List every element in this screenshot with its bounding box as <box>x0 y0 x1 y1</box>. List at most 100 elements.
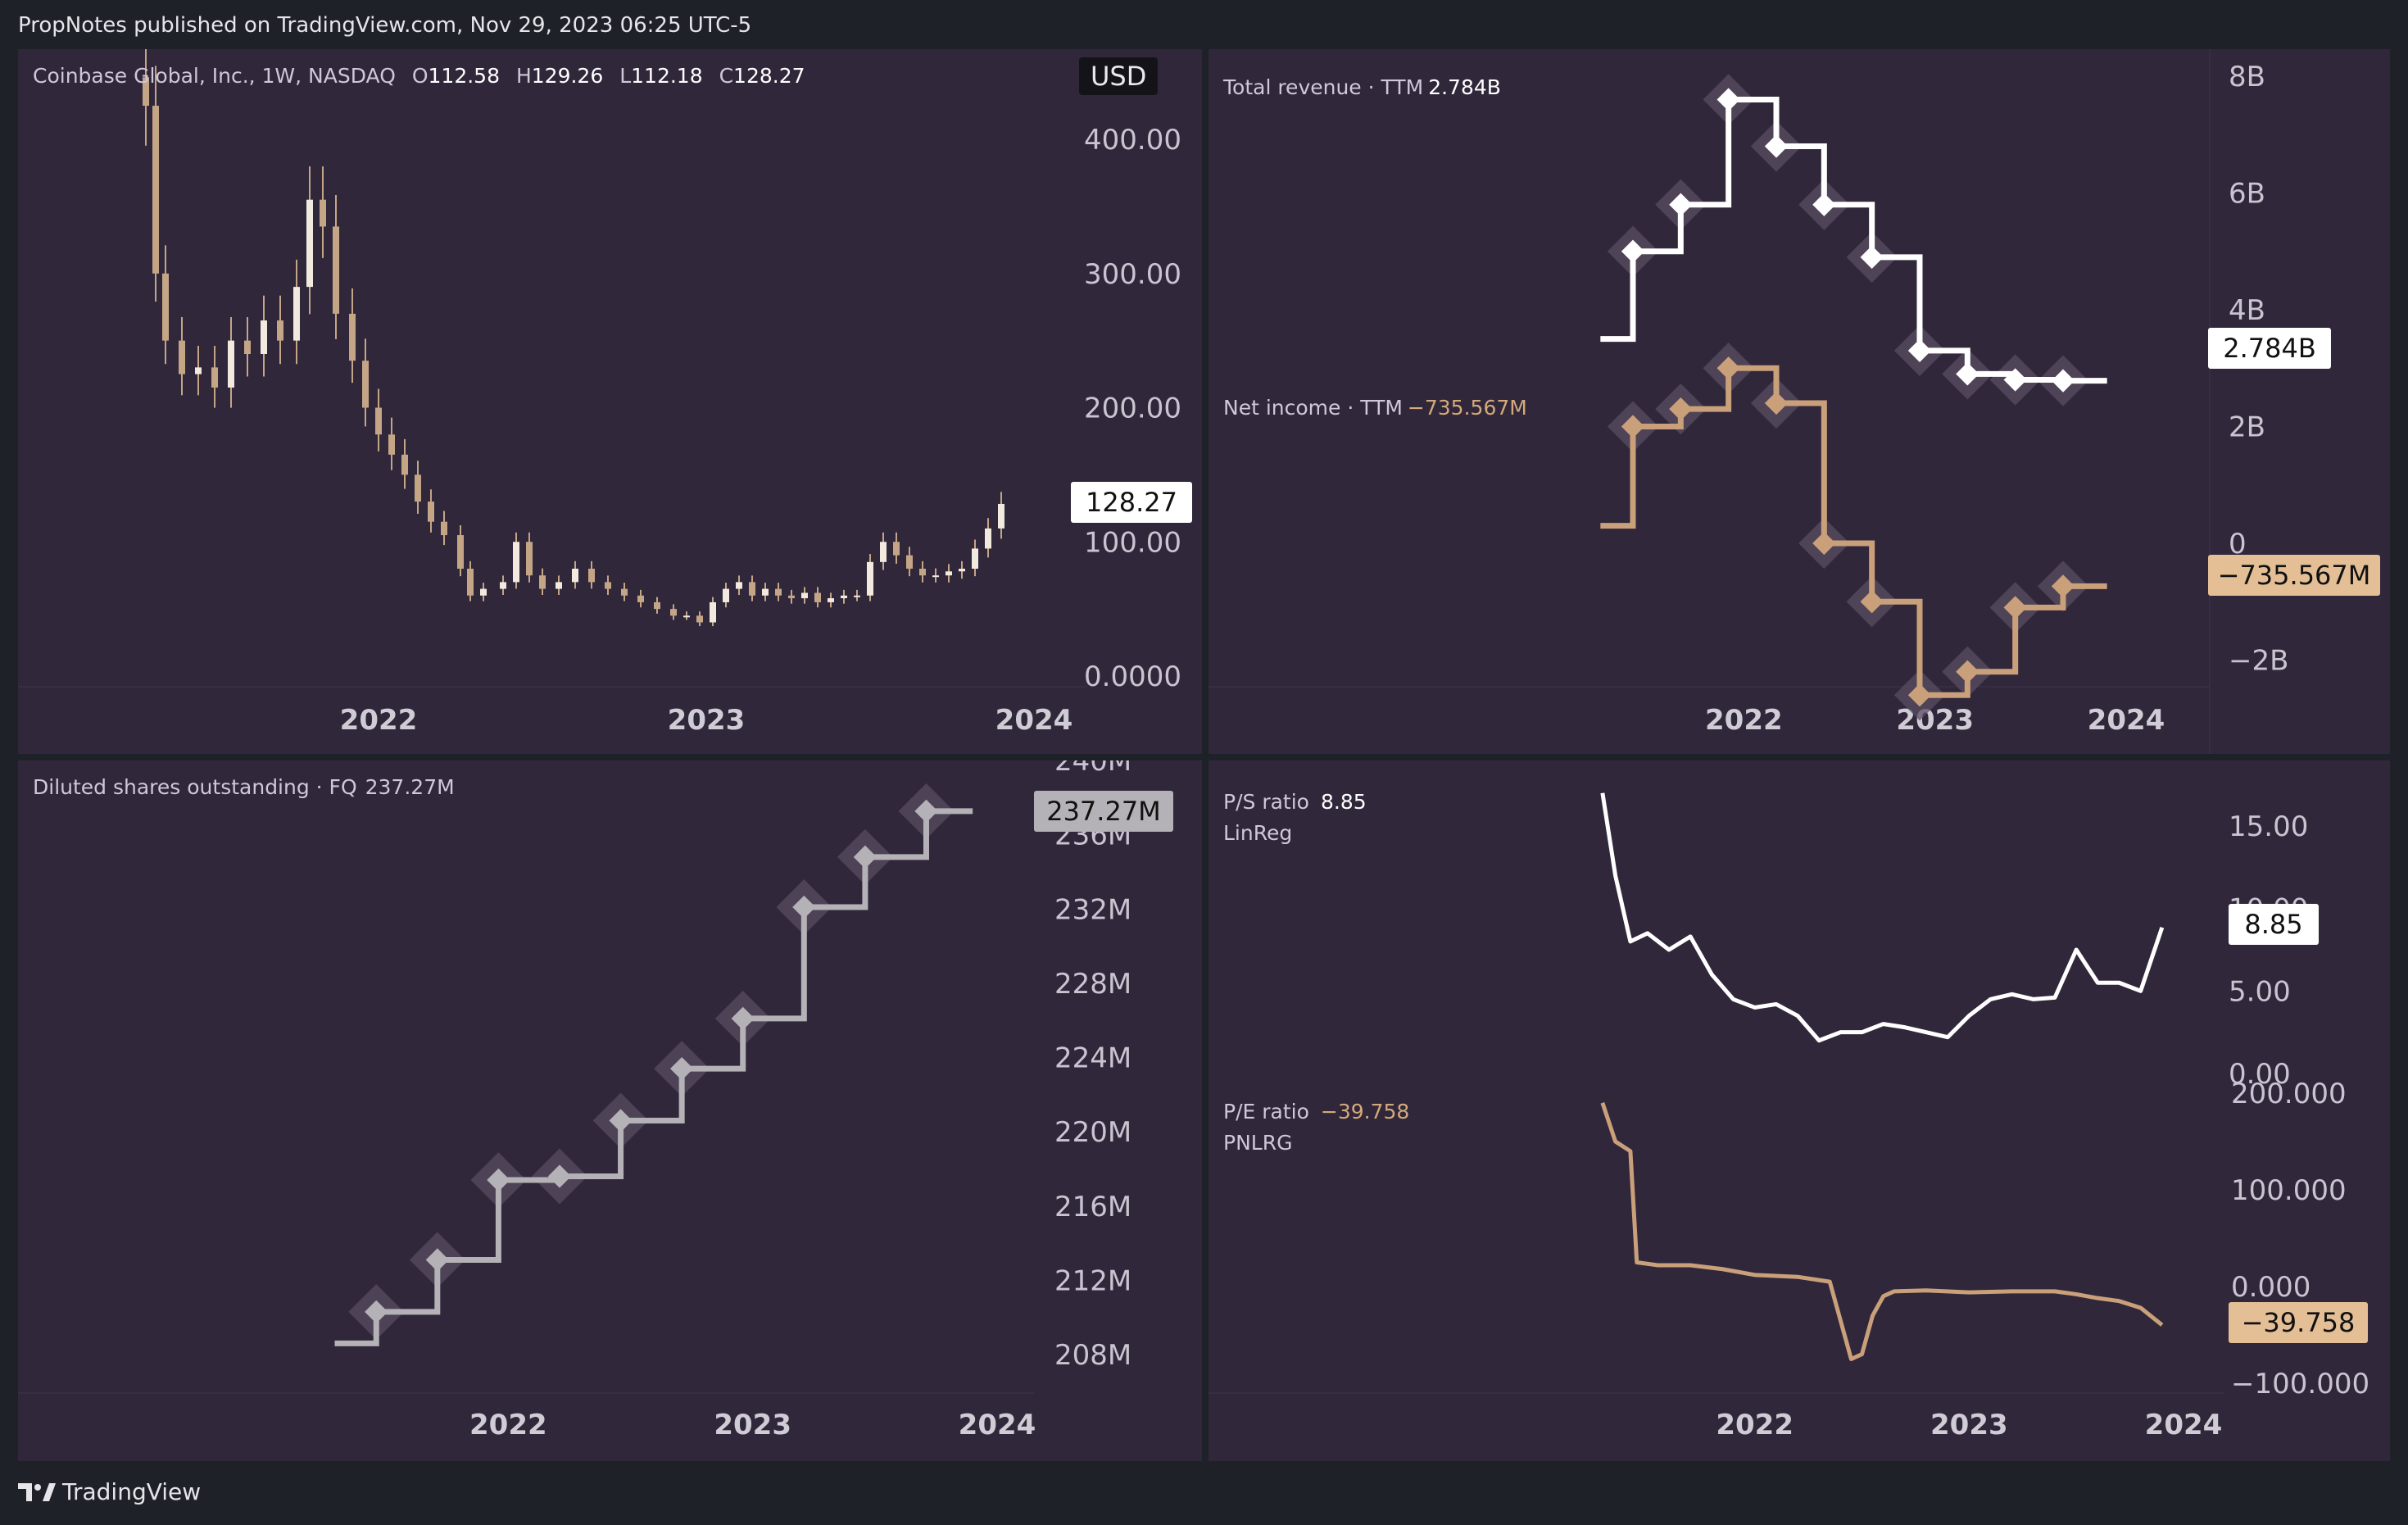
price-candle <box>723 588 729 602</box>
series-point[interactable] <box>1812 531 1836 556</box>
series-point[interactable] <box>365 1300 388 1324</box>
series-point[interactable] <box>1907 338 1932 363</box>
publisher-line: PropNotes published on TradingView.com, … <box>18 13 752 38</box>
ps-tag-box <box>2229 904 2319 945</box>
shares-y-tick: 224M <box>1054 1042 1131 1075</box>
series-point[interactable] <box>487 1168 510 1192</box>
series-point[interactable] <box>1764 391 1789 415</box>
price-candle <box>162 273 169 341</box>
series-point[interactable] <box>670 1056 694 1081</box>
price-x-tick: 2024 <box>995 704 1073 737</box>
series-point[interactable] <box>547 1164 572 1188</box>
rev-series-line[interactable] <box>1600 97 2107 384</box>
price-candle <box>293 287 300 341</box>
series-point[interactable] <box>425 1248 449 1272</box>
price-candle <box>306 199 313 288</box>
shares-y-tick: 208M <box>1054 1339 1131 1372</box>
price-candle <box>621 588 628 596</box>
pe-y-tick: 100.000 <box>2231 1174 2347 1207</box>
footer-brand[interactable]: TradingView <box>18 1478 201 1505</box>
close-value: 128.27 <box>733 64 805 88</box>
series-point[interactable] <box>792 895 816 919</box>
price-candle <box>828 598 834 602</box>
price-y-tick: 0.0000 <box>1084 660 1181 693</box>
revenue-chart[interactable]: −2B 0 2B 4B 6B 8B 2022 2023 2024 2.784B −735.567M <box>1209 49 2390 754</box>
price-chart[interactable]: 0.0000 100.00 200.00 300.00 400.00 2022 2023 20… <box>18 49 1202 754</box>
series-point[interactable] <box>609 1109 633 1132</box>
price-candle <box>428 502 434 522</box>
shares-y-tick: 216M <box>1054 1191 1131 1223</box>
price-candle <box>906 555 913 569</box>
net-income-tag: −735.567M <box>2218 560 2371 591</box>
price-x-tick: 2023 <box>668 704 746 737</box>
price-candle <box>480 588 487 596</box>
ps-indicator-label: LinReg <box>1223 821 1293 845</box>
last-price-tag-box <box>1071 482 1192 523</box>
shares-series-label[interactable]: Diluted shares outstanding · FQ <box>33 775 357 799</box>
net-income-series-label[interactable]: Net income · TTM <box>1223 396 1403 420</box>
price-candle <box>670 609 677 616</box>
ps-series-value: 8.85 <box>1320 790 1367 814</box>
footer-brand-label: TradingView <box>62 1478 202 1505</box>
ratio-x-tick: 2024 <box>2145 1409 2223 1441</box>
ratio-chart[interactable]: 0.005.0010.0015.00−100.0000.000100.00020… <box>1209 760 2390 1461</box>
rev-x-tick: 2024 <box>2088 704 2165 737</box>
shares-x-tick: 2022 <box>469 1409 547 1441</box>
pe-y-tick: 200.000 <box>2231 1078 2347 1110</box>
series-point[interactable] <box>853 845 877 869</box>
price-candle <box>539 575 546 589</box>
price-candle <box>333 226 339 314</box>
series-point[interactable] <box>914 799 938 823</box>
series-point[interactable] <box>2051 574 2075 598</box>
shares-y-tick: 228M <box>1054 968 1131 1001</box>
series-point[interactable] <box>1860 590 1884 614</box>
shares-y-tick: 212M <box>1054 1264 1131 1297</box>
price-candle <box>854 595 860 597</box>
pe-y-tick: −100.000 <box>2231 1368 2369 1400</box>
series-point[interactable] <box>2051 369 2075 393</box>
revenue-series-label[interactable]: Total revenue · TTM <box>1223 75 1424 99</box>
price-candle <box>375 407 382 435</box>
price-candle <box>211 367 218 388</box>
ps-series-label[interactable]: P/S ratio <box>1223 790 1309 814</box>
price-candle <box>500 582 506 589</box>
revenue-panel: −2B 0 2B 4B 6B 8B 2022 2023 2024 2.784B −735.567M … <box>1209 49 2390 754</box>
price-candle <box>637 595 644 602</box>
price-candle <box>152 106 159 274</box>
price-y-tick: 300.00 <box>1084 258 1181 291</box>
ps-series-line[interactable] <box>1600 792 2165 1043</box>
price-candle <box>195 367 202 374</box>
pe-tag-box <box>2229 1302 2368 1343</box>
currency-button[interactable]: USD <box>1079 57 1159 95</box>
price-candle <box>932 575 939 578</box>
low-label: L <box>619 64 632 88</box>
series-point[interactable] <box>1907 683 1932 707</box>
price-candle <box>467 569 474 596</box>
series-point[interactable] <box>2003 596 2027 620</box>
rev-y-tick: 2B <box>2229 411 2265 444</box>
series-point[interactable] <box>1621 239 1645 263</box>
series-point[interactable] <box>1621 415 1645 438</box>
pe-tag: −39.758 <box>2242 1307 2356 1338</box>
pe-series-line[interactable] <box>1600 1102 2164 1361</box>
price-candle <box>572 569 578 583</box>
price-panel: 0.0000 100.00 200.00 300.00 400.00 2022 2023 20… <box>18 49 1202 754</box>
ps-y-tick: 5.00 <box>2229 975 2291 1008</box>
price-candle <box>588 569 595 583</box>
symbol-label[interactable]: Coinbase Global, Inc., 1W, NASDAQ <box>33 64 396 88</box>
close-label: C <box>719 64 734 88</box>
series-point[interactable] <box>1764 134 1789 158</box>
price-candle <box>457 535 464 569</box>
pe-series-label[interactable]: P/E ratio <box>1223 1100 1309 1123</box>
net-income-legend: Net income · TTM −735.567M <box>1223 396 1527 420</box>
shares-chart[interactable]: 208M212M216M220M224M228M232M236M240M2022… <box>18 760 1202 1461</box>
ps-y-tick: 0.00 <box>2229 1058 2291 1091</box>
ratio-panel: 0.005.0010.0015.00−100.0000.000100.00020… <box>1209 760 2390 1461</box>
price-candle <box>320 199 326 227</box>
shares-series-line[interactable] <box>334 808 973 1346</box>
shares-y-tick: 240M <box>1054 760 1131 778</box>
series-point[interactable] <box>731 1006 755 1031</box>
price-candle <box>710 601 716 623</box>
shares-x-tick: 2023 <box>714 1409 791 1441</box>
series-point[interactable] <box>1956 660 1979 683</box>
